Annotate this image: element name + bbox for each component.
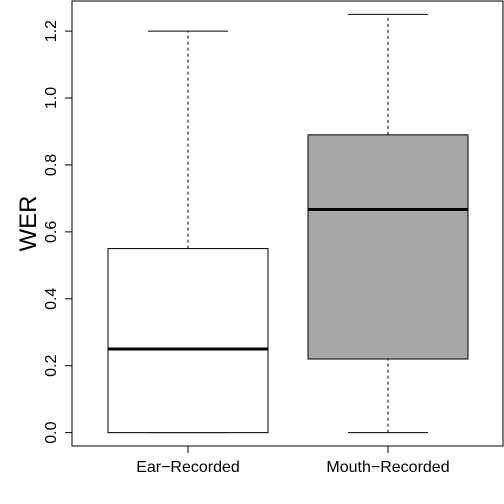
y-axis: 0.0 0.2 0.4 0.6 0.8 1.0 1.2 xyxy=(43,20,72,444)
x-tick-label: Mouth−Recorded xyxy=(326,459,449,476)
y-tick-label: 0.2 xyxy=(43,354,60,376)
box-1 xyxy=(108,31,268,433)
x-tick-label: Ear−Recorded xyxy=(136,459,240,476)
y-tick-label: 0.0 xyxy=(43,421,60,443)
iqr-box xyxy=(108,249,268,433)
box-2 xyxy=(308,14,468,432)
y-axis-title: WER xyxy=(15,196,42,252)
y-tick-label: 0.6 xyxy=(43,221,60,243)
x-axis: Ear−Recorded Mouth−Recorded xyxy=(136,446,449,476)
iqr-box xyxy=(308,135,468,359)
boxes xyxy=(108,14,468,432)
y-tick-label: 0.8 xyxy=(43,154,60,176)
y-tick-label: 1.2 xyxy=(43,20,60,42)
y-tick-label: 1.0 xyxy=(43,87,60,109)
y-tick-label: 0.4 xyxy=(43,288,60,310)
